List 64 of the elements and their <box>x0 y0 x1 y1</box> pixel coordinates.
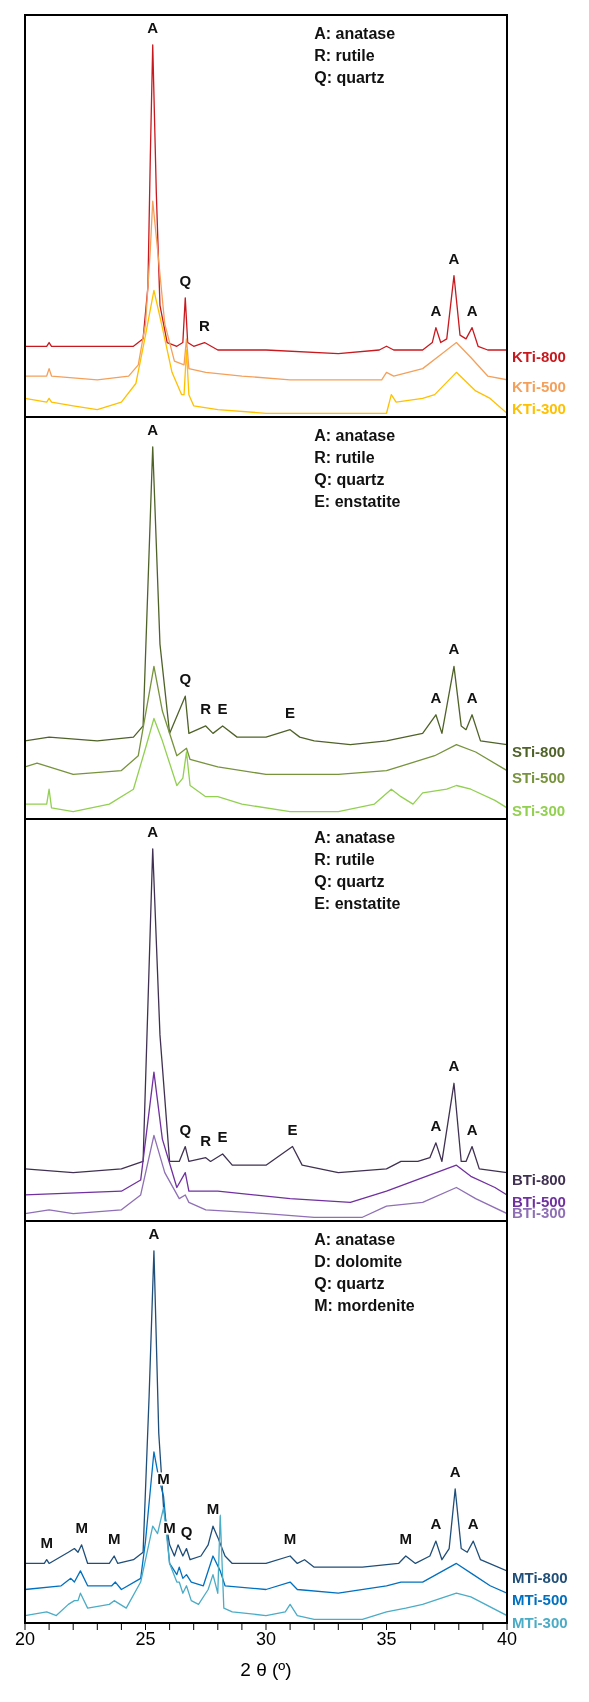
x-tick-label: 20 <box>14 1628 36 1649</box>
annotation: R <box>200 699 212 717</box>
annotation: A <box>430 1116 442 1134</box>
annotation: R: rutile <box>314 449 375 466</box>
annotation: A <box>467 1515 479 1533</box>
series-label: KTi-800 <box>512 348 566 365</box>
text: A: anatase <box>314 427 396 444</box>
annotation: M: mordenite <box>314 1297 415 1314</box>
annotation: A <box>430 301 442 319</box>
series-label: MTi-500 <box>512 1591 568 1609</box>
annotation: Q <box>179 670 192 688</box>
series-label: STi-300 <box>512 802 566 819</box>
annotation: Q: quartz <box>314 1275 385 1292</box>
annotation: E <box>217 1128 228 1145</box>
annotation: A <box>466 301 478 319</box>
series-label: MTi-800 <box>512 1568 568 1586</box>
annotation: A <box>430 1515 442 1533</box>
annotation: Q <box>179 271 192 289</box>
series-label: KTi-300 <box>512 400 566 417</box>
text: A: anatase <box>314 1231 396 1248</box>
series-label: STi-500 <box>512 768 566 786</box>
annotation: R <box>200 1131 212 1149</box>
annotation: D: dolomite <box>314 1253 403 1270</box>
annotation: M <box>107 1530 121 1547</box>
annotation: R: rutile <box>314 47 375 64</box>
annotation: A <box>147 822 159 840</box>
annotation: Q: quartz <box>314 471 385 488</box>
series-label: KTi-500 <box>512 377 566 395</box>
x-axis-title: 2 θ (º) <box>239 1659 293 1681</box>
annotation: E <box>287 1120 298 1138</box>
annotation: A <box>448 1057 460 1075</box>
annotation: Q: quartz <box>314 69 385 86</box>
annotation: A <box>147 18 159 36</box>
annotation: A <box>148 1224 160 1242</box>
x-tick-label: 40 <box>496 1628 518 1649</box>
annotation: A <box>466 1120 478 1138</box>
annotation: Q <box>180 1522 193 1540</box>
annotation: M <box>283 1530 297 1547</box>
series-label: STi-800 <box>512 742 566 760</box>
text: A: anatase <box>314 829 396 846</box>
annotation: E <box>217 699 228 717</box>
annotation: A <box>448 249 460 267</box>
annotation: Q <box>179 1120 192 1138</box>
text: A: anatase <box>314 25 396 42</box>
x-tick-label: 30 <box>255 1628 277 1649</box>
annotation: M <box>40 1533 53 1551</box>
annotation: A <box>448 640 460 658</box>
annotation: R: rutile <box>314 851 375 868</box>
annotation: A <box>466 688 478 706</box>
x-tick-label: 35 <box>376 1628 397 1649</box>
annotation: E <box>285 703 296 721</box>
annotation: A <box>430 688 442 706</box>
series-label: BTi-800 <box>512 1170 566 1188</box>
annotation: Q: quartz <box>314 873 385 890</box>
annotation: A <box>449 1463 461 1480</box>
annotation: E: enstatite <box>314 895 401 912</box>
annotation: M <box>206 1500 220 1518</box>
annotation: R <box>199 316 211 334</box>
series-label: MTi-300 <box>512 1613 568 1631</box>
annotation: M <box>399 1530 413 1547</box>
annotation: A <box>147 420 159 438</box>
annotation: E: enstatite <box>314 493 401 510</box>
annotation: M <box>75 1518 88 1536</box>
x-tick-label: 25 <box>135 1628 156 1649</box>
